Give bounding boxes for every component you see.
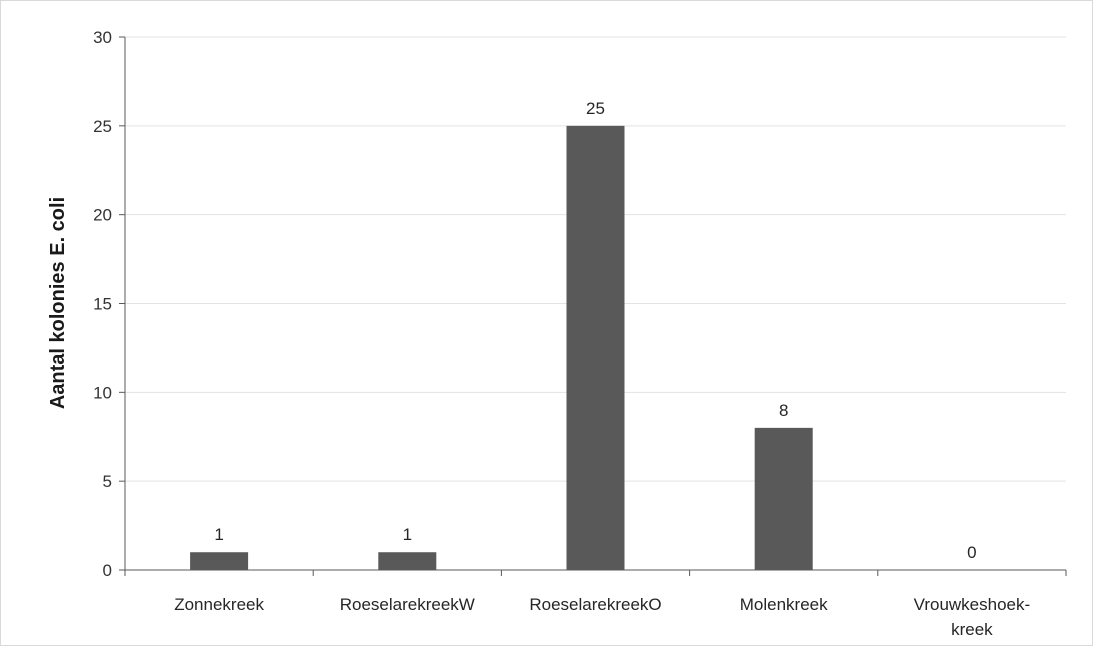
bar <box>378 552 437 570</box>
data-label: 8 <box>779 401 788 420</box>
y-tick-label: 25 <box>93 117 112 136</box>
x-tick-label: Zonnekreek <box>174 595 264 614</box>
bars <box>190 125 813 570</box>
x-tick-label: RoeselarekreekW <box>340 595 475 614</box>
y-tick-label: 30 <box>93 28 112 47</box>
y-tick-label: 10 <box>93 383 112 402</box>
bar <box>754 427 813 570</box>
y-tick-label: 5 <box>103 472 112 491</box>
y-tick-label: 0 <box>103 561 112 580</box>
bar <box>190 552 249 570</box>
y-axis-label: Aantal kolonies E. coli <box>47 197 69 409</box>
x-tick-label: RoeselarekreekO <box>529 595 661 614</box>
data-label: 25 <box>586 99 605 118</box>
x-tick-label: Vrouwkeshoek-kreek <box>914 595 1031 639</box>
y-tick-label: 15 <box>93 295 112 314</box>
data-label: 0 <box>967 543 976 562</box>
data-label: 1 <box>403 525 412 544</box>
bar <box>566 125 625 570</box>
data-label: 1 <box>214 525 223 544</box>
y-tick-label: 20 <box>93 206 112 225</box>
labels: 0 5 10 15 20 25 30 1 Zonnekreek 1 RoeselarekreekW 2… <box>93 28 1030 639</box>
x-tick-label: Molenkreek <box>740 595 828 614</box>
